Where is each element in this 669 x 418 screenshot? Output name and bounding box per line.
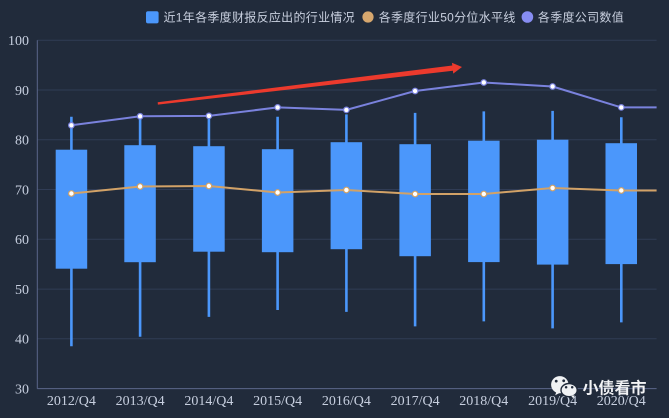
svg-text:各季度公司数值: 各季度公司数值 [538, 10, 624, 25]
svg-text:90: 90 [15, 84, 29, 99]
svg-text:80: 80 [15, 134, 29, 149]
svg-text:50: 50 [15, 283, 29, 298]
svg-text:近1年各季度财报反应出的行业情况: 近1年各季度财报反应出的行业情况 [164, 10, 355, 25]
svg-text:2012/Q4: 2012/Q4 [47, 394, 96, 409]
svg-text:40: 40 [15, 333, 29, 348]
svg-text:2020/Q4: 2020/Q4 [597, 394, 646, 409]
svg-text:70: 70 [15, 183, 29, 198]
svg-text:2013/Q4: 2013/Q4 [116, 394, 165, 409]
svg-text:30: 30 [15, 382, 29, 397]
svg-text:2018/Q4: 2018/Q4 [459, 394, 508, 409]
svg-text:60: 60 [15, 233, 29, 248]
svg-text:100: 100 [8, 34, 29, 49]
svg-text:2017/Q4: 2017/Q4 [391, 394, 440, 409]
svg-text:2015/Q4: 2015/Q4 [253, 394, 302, 409]
svg-text:2016/Q4: 2016/Q4 [322, 394, 371, 409]
svg-text:小债看市: 小债看市 [583, 379, 647, 398]
svg-text:2014/Q4: 2014/Q4 [184, 394, 233, 409]
svg-text:各季度行业50分位水平线: 各季度行业50分位水平线 [379, 10, 516, 25]
svg-text:2019/Q4: 2019/Q4 [528, 394, 577, 409]
